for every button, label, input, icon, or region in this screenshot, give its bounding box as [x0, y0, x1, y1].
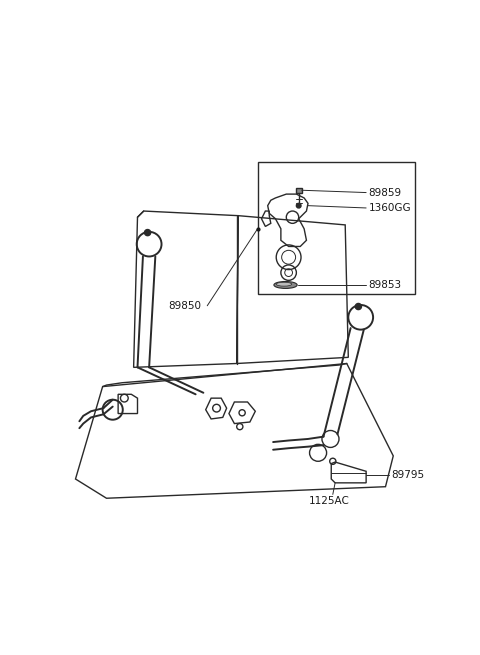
Text: 89795: 89795	[392, 470, 425, 480]
Circle shape	[144, 229, 151, 236]
Polygon shape	[296, 188, 302, 193]
Text: 1360GG: 1360GG	[369, 203, 411, 213]
Circle shape	[296, 203, 301, 208]
Ellipse shape	[276, 282, 292, 286]
Text: 89859: 89859	[369, 187, 402, 198]
Ellipse shape	[274, 282, 297, 288]
Text: 89853: 89853	[369, 280, 402, 290]
Text: 1125AC: 1125AC	[309, 496, 350, 506]
Circle shape	[355, 303, 361, 310]
Text: 89850: 89850	[168, 301, 202, 310]
